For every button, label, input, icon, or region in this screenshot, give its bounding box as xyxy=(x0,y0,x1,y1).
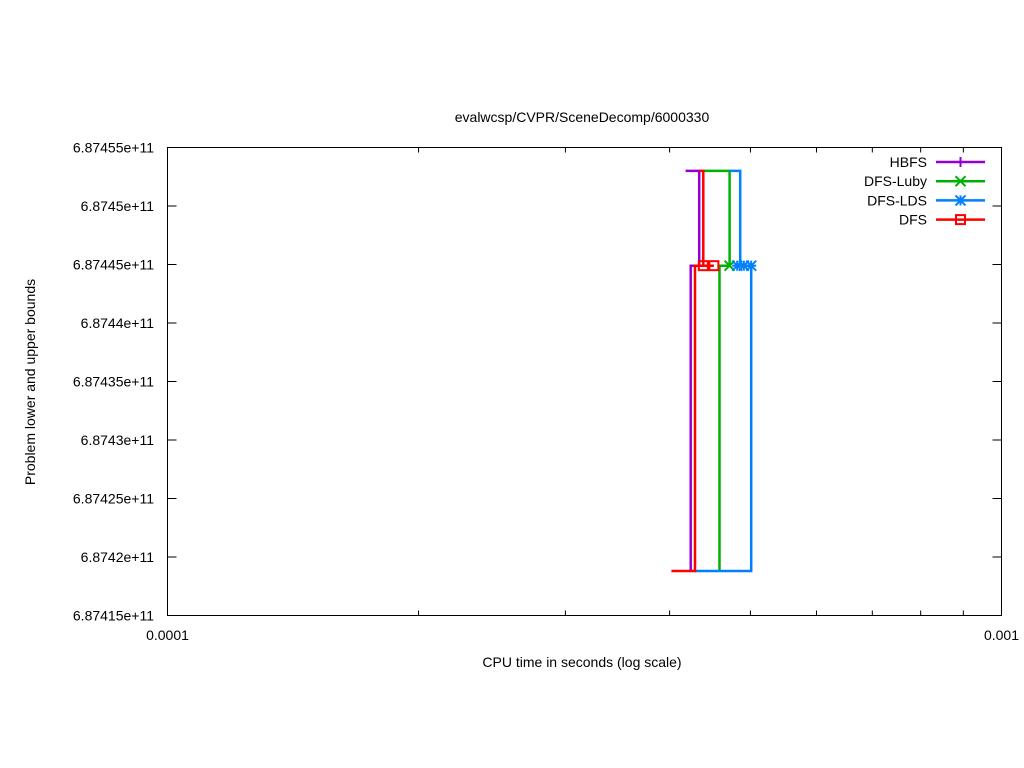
legend-marker xyxy=(955,214,966,226)
series-upper-bound-line xyxy=(685,169,701,266)
x-tick-label: 0.001 xyxy=(984,627,1019,643)
legend-item: DFS xyxy=(899,212,985,228)
series-lower-bound-line xyxy=(671,264,714,573)
y-tick-label: 6.8742e+11 xyxy=(81,549,155,565)
legend-label: DFS-LDS xyxy=(867,192,927,208)
series-hbfs xyxy=(685,169,701,571)
x-marker-b xyxy=(954,175,967,187)
series-layer xyxy=(671,169,757,573)
x-axis-label: CPU time in seconds (log scale) xyxy=(482,654,681,670)
legend-marker xyxy=(955,157,966,167)
legend-item: HBFS xyxy=(890,154,985,170)
series-lower-bound-line xyxy=(694,264,753,573)
y-tick-label: 6.87445e+11 xyxy=(73,257,154,273)
star-marker-b xyxy=(954,194,967,207)
legend-item: DFS-Luby xyxy=(864,173,985,189)
y-tick-label: 6.8744e+11 xyxy=(81,315,155,331)
chart-title: evalwcsp/CVPR/SceneDecomp/6000330 xyxy=(455,109,710,125)
axes: 6.87415e+11 6.8742e+11 6.87425e+11 6.8743e+… xyxy=(73,140,1019,644)
series-upper-bound-line xyxy=(703,169,731,266)
series-dfs-luby xyxy=(703,169,736,571)
legend-marker xyxy=(954,194,967,207)
square-marker xyxy=(697,260,709,272)
legend-label: HBFS xyxy=(890,154,927,170)
legend-item: DFS-LDS xyxy=(867,192,985,208)
series-upper-bound-line xyxy=(729,169,742,266)
y-tick-label: 6.8743e+11 xyxy=(81,432,155,448)
square-marker xyxy=(708,260,720,272)
star-marker-b xyxy=(745,259,757,272)
y-axis-label: Problem lower and upper bounds xyxy=(22,279,38,485)
legend: HBFS DFS-Luby DFS-LDS DFS xyxy=(864,154,985,228)
y-tick-label: 6.87425e+11 xyxy=(73,491,154,507)
square-marker xyxy=(955,214,966,226)
series-lower-bound-line xyxy=(718,264,730,571)
y-tick-label: 6.87455e+11 xyxy=(73,140,154,156)
y-tick-label: 6.87415e+11 xyxy=(73,608,154,624)
series-dfs xyxy=(671,169,720,573)
data-point-marker xyxy=(708,260,720,272)
x-tick-label: 0.0001 xyxy=(146,627,189,643)
series-upper-bound-line xyxy=(699,169,705,266)
legend-label: DFS xyxy=(899,212,927,228)
legend-marker xyxy=(954,175,967,187)
plot-frame xyxy=(167,147,1002,616)
data-point-marker xyxy=(697,260,709,272)
y-tick-label: 6.87435e+11 xyxy=(73,374,154,390)
y-tick-label: 6.8745e+11 xyxy=(81,198,155,214)
legend-label: DFS-Luby xyxy=(864,173,927,189)
series-dfs-lds xyxy=(694,169,757,573)
data-point-marker xyxy=(745,259,757,272)
